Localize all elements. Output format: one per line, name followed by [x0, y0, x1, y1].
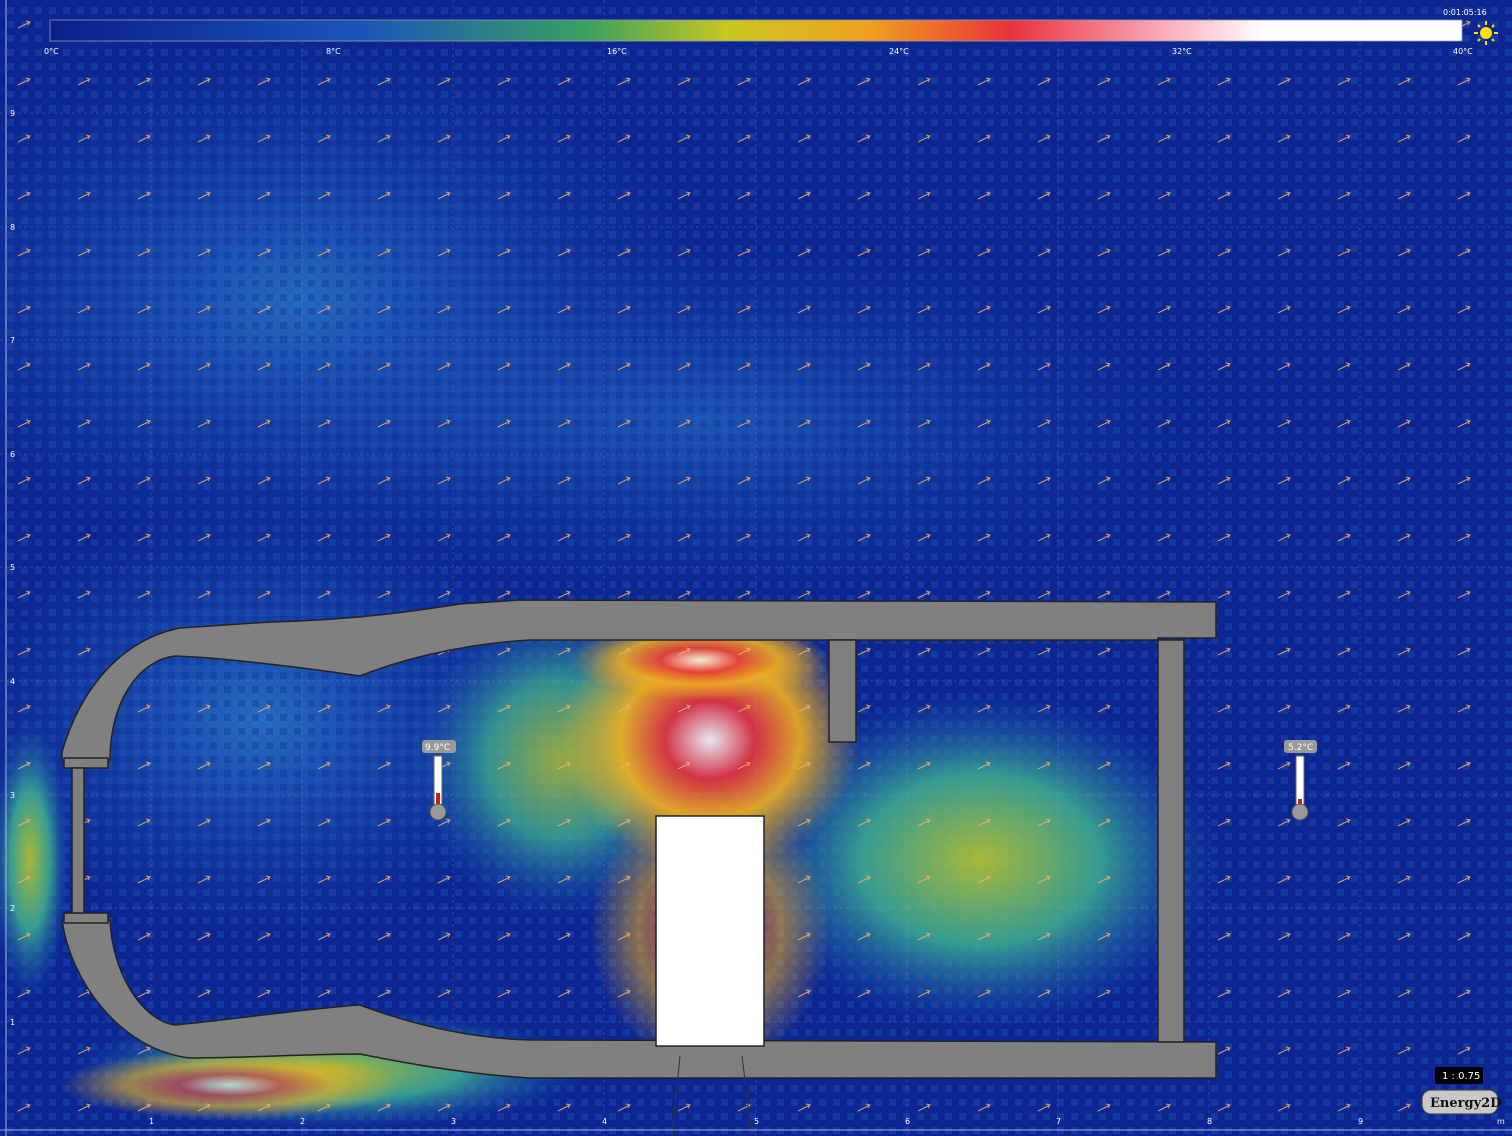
- window-frame-top[interactable]: [63, 757, 109, 769]
- x-tick-label: 6: [905, 1117, 910, 1126]
- window-pane[interactable]: [71, 767, 85, 914]
- zoom-text: 1 : 0.75: [1442, 1071, 1480, 1082]
- right-wall[interactable]: [1157, 639, 1185, 1043]
- y-tick-label: 2: [10, 904, 15, 913]
- y-tick-label: 9: [10, 109, 15, 118]
- x-tick-label: 5: [754, 1117, 759, 1126]
- y-tick-label: 4: [10, 677, 15, 686]
- thermometer-left[interactable]: 9.9°C: [422, 740, 456, 821]
- thermometer-reading: 5.2°C: [1288, 743, 1313, 753]
- thermometer-label-bg: [422, 740, 456, 753]
- y-tick-label: 1: [10, 1018, 15, 1027]
- x-tick-label: 7: [1056, 1117, 1061, 1126]
- y-tick-label: 3: [10, 791, 15, 800]
- brand-logo: Energy2D: [1421, 1089, 1501, 1115]
- heater-leg: [671, 1055, 681, 1136]
- x-tick-label: 3: [451, 1117, 456, 1126]
- thermometer-bulb: [1291, 803, 1309, 821]
- x-tick-label: 1: [149, 1117, 154, 1126]
- x-tick-label: 8: [1207, 1117, 1212, 1126]
- building-walls[interactable]: [61, 599, 1217, 1079]
- thermometer-tube: [1295, 755, 1305, 807]
- window-frame-bottom[interactable]: [63, 912, 109, 924]
- bottom-ruler: 1 2 3 4 5 6 7 8 9 m: [0, 1117, 1512, 1131]
- simulation-clock: 0:01:05:16: [1443, 8, 1487, 17]
- thermometer-level: [1298, 799, 1302, 806]
- thermometer-bulb: [429, 803, 447, 821]
- x-tick-label: 4: [602, 1117, 607, 1126]
- scale-label: 0°C: [44, 47, 59, 56]
- scale-label: 40°C: [1453, 47, 1473, 56]
- color-scale-bar: [49, 19, 1463, 42]
- scale-label: 32°C: [1172, 47, 1192, 56]
- sun-icon[interactable]: [1474, 21, 1498, 45]
- y-tick-label: 6: [10, 450, 15, 459]
- y-tick-label: 5: [10, 563, 15, 572]
- x-tick-label: 9: [1358, 1117, 1363, 1126]
- thermometer-label-bg: [1284, 740, 1317, 753]
- thermometer-level: [436, 793, 440, 806]
- heater-leg: [741, 1055, 753, 1136]
- thermometer-reading: 9.9°C: [425, 743, 450, 753]
- y-tick-label: 7: [10, 336, 15, 345]
- zoom-indicator[interactable]: 1 : 0.75: [1435, 1067, 1483, 1084]
- scale-label: 16°C: [607, 47, 627, 56]
- scale-label: 24°C: [889, 47, 909, 56]
- thermometer-right[interactable]: 5.2°C: [1284, 740, 1317, 821]
- color-scale: 0°C 8°C 16°C 24°C 32°C 40°C: [44, 19, 1473, 56]
- y-tick-label: 8: [10, 223, 15, 232]
- brand-name: Energy2D: [1430, 1096, 1501, 1111]
- outer-wall-lower[interactable]: [61, 919, 1217, 1079]
- heater-block[interactable]: [655, 815, 765, 1047]
- left-ruler: 1 2 3 4 5 6 7 8 9: [5, 0, 15, 1136]
- outer-wall[interactable]: [61, 599, 1217, 761]
- scale-label: 8°C: [326, 47, 341, 56]
- x-tick-label: 2: [300, 1117, 305, 1126]
- ruler-unit: m: [1497, 1117, 1505, 1126]
- partition-wall[interactable]: [828, 639, 857, 743]
